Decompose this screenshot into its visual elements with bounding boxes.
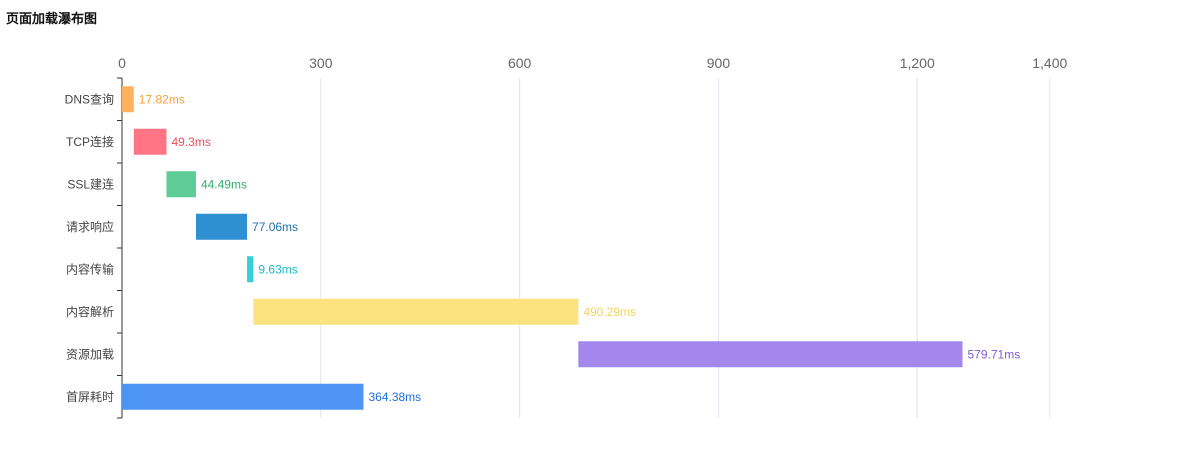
bar bbox=[122, 383, 364, 410]
category-label: DNS查询 bbox=[65, 92, 114, 106]
data-label: 9.63ms bbox=[258, 262, 297, 276]
data-label: 17.82ms bbox=[139, 92, 185, 106]
bar bbox=[122, 86, 134, 113]
category-label: TCP连接 bbox=[66, 134, 114, 149]
data-label: 579.71ms bbox=[968, 347, 1021, 361]
category-label: 请求响应 bbox=[66, 219, 114, 234]
x-tick-label: 1,200 bbox=[900, 55, 935, 71]
data-label: 490.29ms bbox=[583, 305, 636, 319]
bar bbox=[578, 341, 963, 368]
category-label: 首屏耗时 bbox=[66, 390, 114, 404]
chart-title: 页面加载瀑布图 bbox=[6, 11, 98, 26]
bar bbox=[195, 213, 248, 240]
bar bbox=[133, 128, 167, 155]
bar bbox=[166, 171, 196, 198]
x-tick-label: 0 bbox=[118, 55, 126, 71]
x-tick-label: 900 bbox=[707, 55, 731, 71]
category-label: 内容传输 bbox=[66, 261, 114, 276]
data-label: 77.06ms bbox=[252, 220, 298, 234]
x-tick-label: 1,400 bbox=[1032, 55, 1067, 71]
data-label: 44.49ms bbox=[201, 177, 247, 191]
data-label: 364.38ms bbox=[368, 390, 421, 404]
category-label: 资源加载 bbox=[66, 347, 114, 361]
data-label: 49.3ms bbox=[171, 135, 210, 149]
category-label: 内容解析 bbox=[66, 304, 114, 319]
bar bbox=[253, 298, 579, 325]
x-tick-label: 300 bbox=[309, 55, 333, 71]
x-tick-label: 600 bbox=[508, 55, 532, 71]
bar bbox=[247, 256, 254, 283]
category-label: SSL建连 bbox=[67, 176, 114, 191]
